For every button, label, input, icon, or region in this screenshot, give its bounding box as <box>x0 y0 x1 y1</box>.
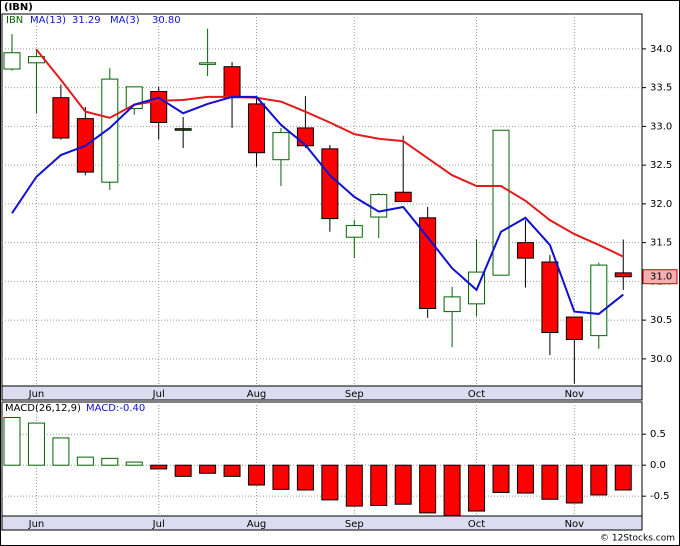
macd-bar <box>516 464 534 494</box>
macd-bar <box>199 464 217 474</box>
panel-title: MACD(26,12,9) <box>5 403 81 414</box>
footer: © 12Stocks.com <box>600 534 675 544</box>
last-price-label: 31.0 <box>650 272 672 283</box>
macd-bar <box>614 464 632 491</box>
candle-body <box>150 91 168 123</box>
candle-body <box>565 316 583 340</box>
macd-bar <box>101 457 119 466</box>
candle-body <box>345 225 363 238</box>
x-tick-label: Jun <box>28 519 45 530</box>
candle-body <box>272 132 290 161</box>
y-tick-label: 32.0 <box>650 199 672 210</box>
y-tick-label: 0.5 <box>650 429 666 440</box>
macd-bar <box>468 464 486 512</box>
ma-line <box>11 95 624 315</box>
candle-body <box>223 66 241 99</box>
x-tick-label: Aug <box>247 389 267 400</box>
y-tick-label: 32.5 <box>650 160 672 171</box>
x-tick-label: Oct <box>468 519 485 530</box>
candle-body <box>590 264 608 337</box>
x-tick-label: Oct <box>468 389 485 400</box>
x-axis-strip <box>1 515 643 531</box>
candle-body <box>199 62 217 65</box>
legend-name: MA(3) <box>110 15 140 26</box>
macd-bar <box>223 464 241 477</box>
candle-body <box>52 97 70 139</box>
y-tick-label: 30.0 <box>650 354 672 365</box>
legend-value: 31.29 <box>72 15 101 26</box>
candle-body <box>394 191 412 203</box>
x-tick-label: Sep <box>345 389 364 400</box>
y-tick-label: 31.5 <box>650 238 672 249</box>
candle-body <box>101 78 119 183</box>
macd-bar <box>394 464 412 505</box>
candle-body <box>321 148 339 220</box>
y-tick-label: 34.0 <box>650 44 672 55</box>
y-tick-label: 33.5 <box>650 83 672 94</box>
x-tick-label: Nov <box>565 519 585 530</box>
candle-body <box>614 272 632 278</box>
legend-label: MACD:-0.40 <box>86 403 145 414</box>
candle-body <box>443 296 461 313</box>
macd-bar <box>590 464 608 496</box>
macd-bar <box>296 464 314 491</box>
x-tick-label: Aug <box>247 519 267 530</box>
macd-bar <box>174 464 192 477</box>
macd-bar <box>150 464 168 470</box>
legend-value: 30.80 <box>152 15 181 26</box>
legend-name: MA(13) <box>30 15 66 26</box>
macd-bar <box>443 464 461 516</box>
y-tick-label: -0.5 <box>650 491 670 502</box>
x-tick-label: Sep <box>345 519 364 530</box>
macd-bar <box>541 464 559 500</box>
last-price-box <box>642 269 678 285</box>
x-tick-label: Jul <box>152 519 165 530</box>
x-tick-label: Jun <box>28 389 45 400</box>
candle-body <box>248 103 265 154</box>
macd-bar <box>52 437 70 466</box>
macd-bar <box>248 464 265 486</box>
candle-body <box>370 194 388 218</box>
macd-bar <box>3 416 21 466</box>
macd-bar <box>272 464 290 490</box>
macd-bar <box>565 464 583 504</box>
macd-bar <box>370 464 388 506</box>
macd-bar <box>27 422 45 466</box>
candle-body <box>296 127 314 147</box>
candle-body <box>174 128 192 131</box>
candle-body <box>516 242 534 259</box>
y-tick-label: 30.5 <box>650 315 672 326</box>
candle-body <box>492 129 510 276</box>
x-tick-label: Nov <box>565 389 585 400</box>
x-axis-strip <box>1 385 643 401</box>
macd-bar <box>345 464 363 507</box>
macd-bar <box>76 456 94 466</box>
chart-title: (IBN) <box>4 2 33 13</box>
y-tick-label: 33.0 <box>650 121 672 132</box>
macd-bar <box>419 464 437 514</box>
candle-body <box>541 261 559 334</box>
candle-body <box>419 217 437 309</box>
macd-bar <box>321 464 339 501</box>
legend-symbol: IBN <box>6 15 23 26</box>
macd-bar <box>492 464 510 493</box>
y-tick-label: 0.0 <box>650 460 666 471</box>
candle-body <box>3 52 21 70</box>
macd-bar <box>125 461 143 466</box>
x-tick-label: Jul <box>152 389 165 400</box>
